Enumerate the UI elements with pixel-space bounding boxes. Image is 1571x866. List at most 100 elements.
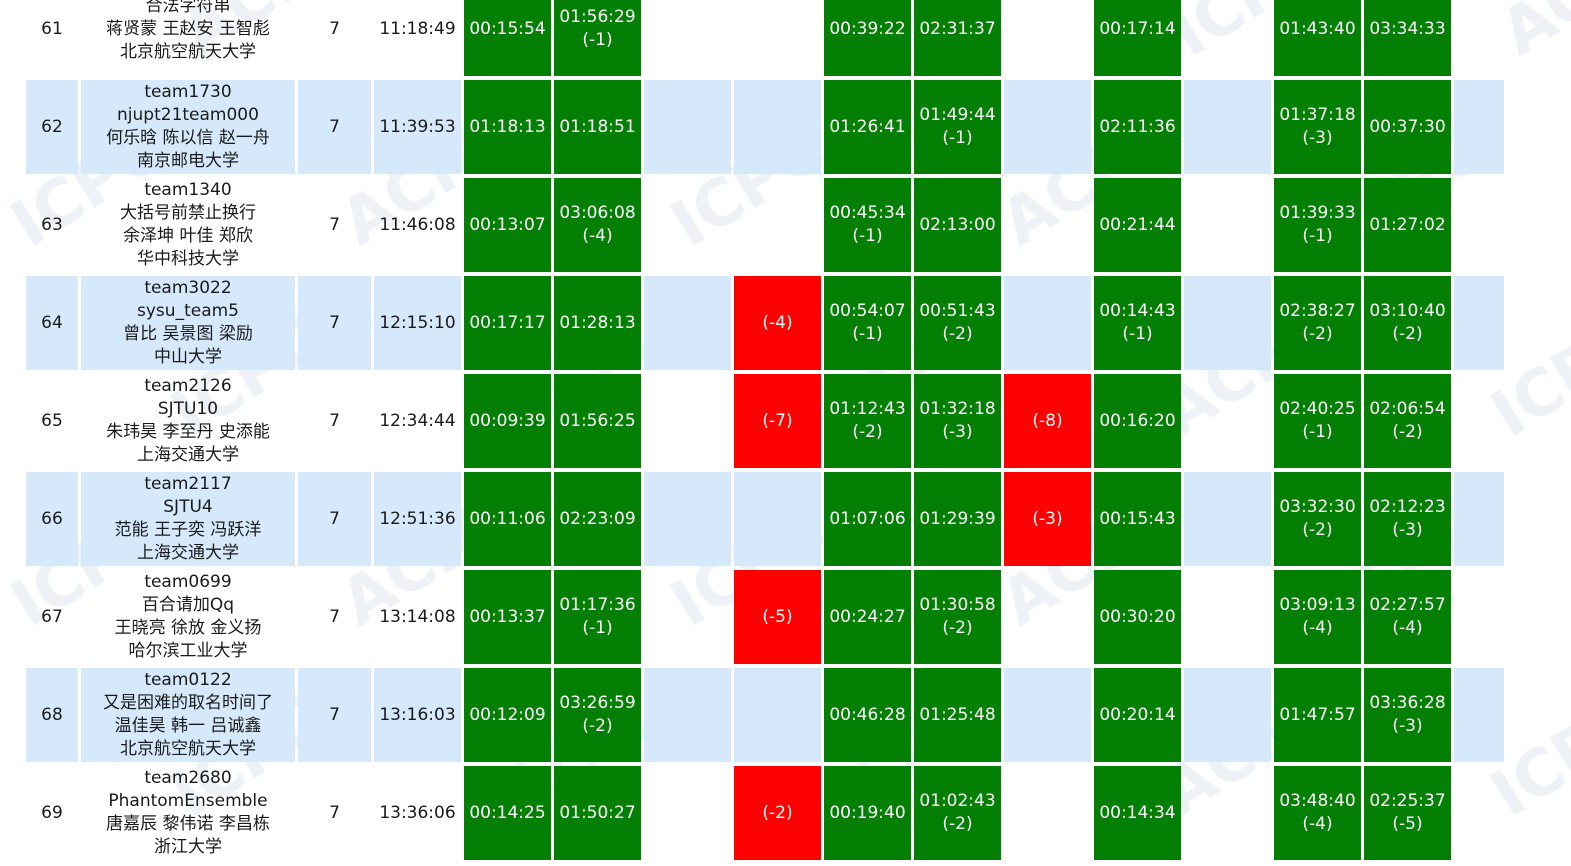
solved-cell: 7	[329, 802, 340, 823]
team-cell: team0122 又是困难的取名时间了 温佳昊 韩一 吕诚鑫 北京航空航天大学	[81, 668, 295, 762]
team-members: 唐嘉辰 黎伟诺 李昌栋	[106, 814, 270, 834]
problem-time: 02:23:09	[559, 508, 636, 529]
problem-cell: 00:09:39	[464, 374, 551, 468]
problem-cell: 01:28:13	[554, 276, 641, 370]
team-team-id: team0122	[144, 670, 232, 690]
problem-tries: (-3)	[1392, 716, 1423, 736]
problem-cell	[644, 80, 731, 174]
rank-cell: 64	[26, 276, 78, 370]
problem-time: 02:06:54	[1369, 399, 1446, 419]
team-cell: team3022 sysu_team5 曾比 吴景图 梁励 中山大学	[81, 276, 295, 370]
team-school: 南京邮电大学	[137, 151, 239, 171]
team-team-name: 大括号前禁止换行	[120, 203, 256, 223]
problem-cell	[1184, 668, 1271, 762]
problem-time: 03:36:28	[1369, 693, 1446, 713]
problem-time: 00:45:34	[829, 203, 906, 223]
trailing-cell	[1454, 570, 1504, 664]
problem-cell	[1004, 766, 1091, 860]
problem-time: 02:38:27	[1279, 301, 1356, 321]
table-row: 66 team2117 SJTU4 范能 王子奕 冯跃洋 上海交通大学 7 12:51:36…	[26, 472, 1504, 566]
problem-time: 01:49:44	[919, 105, 996, 125]
problem-cell: 03:10:40 (-2)	[1364, 276, 1451, 370]
problem-tries: (-1)	[1302, 422, 1333, 442]
problem-cell: 01:18:51	[554, 80, 641, 174]
problem-cell: 01:39:33 (-1)	[1274, 178, 1361, 272]
problem-time: 00:12:09	[469, 704, 546, 725]
problem-tries: (-4)	[1302, 814, 1333, 834]
problem-cell: 01:02:43 (-2)	[914, 766, 1001, 860]
problem-cell: 01:50:27	[554, 766, 641, 860]
penalty-cell: 12:34:44	[379, 410, 456, 431]
team-cell: team2117 SJTU4 范能 王子奕 冯跃洋 上海交通大学	[81, 472, 295, 566]
problem-cell	[734, 178, 821, 272]
table-row: 64 team3022 sysu_team5 曾比 吴景图 梁励 中山大学 7 12:15:…	[26, 276, 1504, 370]
table-row: 67 team0699 百合请加Qq 王晓亮 徐放 金义扬 哈尔滨工业大学 7 13:14:…	[26, 570, 1504, 664]
penalty-cell: 11:18:49	[379, 18, 456, 39]
problem-tries: (-2)	[1392, 324, 1423, 344]
problem-tries: (-5)	[1392, 814, 1423, 834]
problem-time: 01:32:18	[919, 399, 996, 419]
solved-cell: 7	[298, 472, 371, 566]
problem-cell	[734, 668, 821, 762]
problem-time: 03:10:40	[1369, 301, 1446, 321]
problem-time: 03:48:40	[1279, 791, 1356, 811]
problem-time: 01:26:41	[829, 116, 906, 137]
problem-cell: 00:13:37	[464, 570, 551, 664]
problem-cell	[1004, 276, 1091, 370]
problem-cell: (-5)	[734, 570, 821, 664]
problem-cell: 00:20:14	[1094, 668, 1181, 762]
problem-cell: 00:17:17	[464, 276, 551, 370]
team-team-id: team1730	[144, 82, 232, 102]
problem-cell: 01:18:13	[464, 80, 551, 174]
problem-time: 01:43:40	[1279, 18, 1356, 39]
problem-time: 00:14:43	[1099, 301, 1176, 321]
problem-cell: 01:37:18 (-3)	[1274, 80, 1361, 174]
solved-cell: 7	[329, 18, 340, 39]
solved-cell: 7	[329, 606, 340, 627]
trailing-cell	[1454, 472, 1504, 566]
problem-time: 00:13:07	[469, 214, 546, 235]
problem-cell	[1184, 80, 1271, 174]
problem-time: 01:18:13	[469, 116, 546, 137]
problem-cell	[644, 276, 731, 370]
problem-time: 00:09:39	[469, 410, 546, 431]
team-school: 北京航空航天大学	[120, 41, 256, 62]
rank-cell: 65	[41, 410, 63, 431]
problem-time: 01:29:39	[919, 508, 996, 529]
problem-cell	[734, 80, 821, 174]
team-members: 范能 王子奕 冯跃洋	[114, 520, 262, 540]
problem-time: 00:19:40	[829, 802, 906, 823]
problem-tries: (-1)	[942, 128, 973, 148]
team-team-id: team3022	[144, 278, 232, 298]
problem-cell: 01:30:58 (-2)	[914, 570, 1001, 664]
problem-cell	[1184, 276, 1271, 370]
problem-time: 00:17:14	[1099, 18, 1176, 39]
problem-time: 00:21:44	[1099, 214, 1176, 235]
problem-cell: 00:45:34 (-1)	[824, 178, 911, 272]
problem-tries: (-1)	[582, 30, 613, 50]
problem-cell	[1184, 374, 1271, 468]
team-members: 蒋贤蒙 王赵安 王智彪	[106, 18, 270, 39]
team-team-id: team2680	[144, 768, 232, 788]
problem-time: 00:14:25	[469, 802, 546, 823]
rank-cell: 69	[41, 802, 63, 823]
problem-time: 03:06:08	[559, 203, 636, 223]
problem-tries: (-4)	[762, 312, 793, 333]
problem-time: 02:11:36	[1099, 116, 1176, 137]
problem-cell: 00:30:20	[1094, 570, 1181, 664]
problem-cell: 00:15:54	[464, 0, 551, 76]
penalty-cell: 11:39:53	[374, 80, 461, 174]
team-school: 华中科技大学	[137, 249, 239, 269]
problem-time: 00:13:37	[469, 606, 546, 627]
team-school: 上海交通大学	[137, 543, 239, 563]
problem-tries: (-4)	[1302, 618, 1333, 638]
penalty-cell: 12:51:36	[374, 472, 461, 566]
problem-cell: (-3)	[1004, 472, 1091, 566]
problem-tries: (-2)	[942, 618, 973, 638]
problem-cell	[644, 374, 731, 468]
problem-cell: 00:14:43 (-1)	[1094, 276, 1181, 370]
penalty-cell: 13:14:08	[379, 606, 456, 627]
problem-cell: (-4)	[734, 276, 821, 370]
team-cell: team2680 PhantomEnsemble 唐嘉辰 黎伟诺 李昌栋 浙江大学	[81, 766, 295, 860]
problem-tries: (-1)	[852, 226, 883, 246]
